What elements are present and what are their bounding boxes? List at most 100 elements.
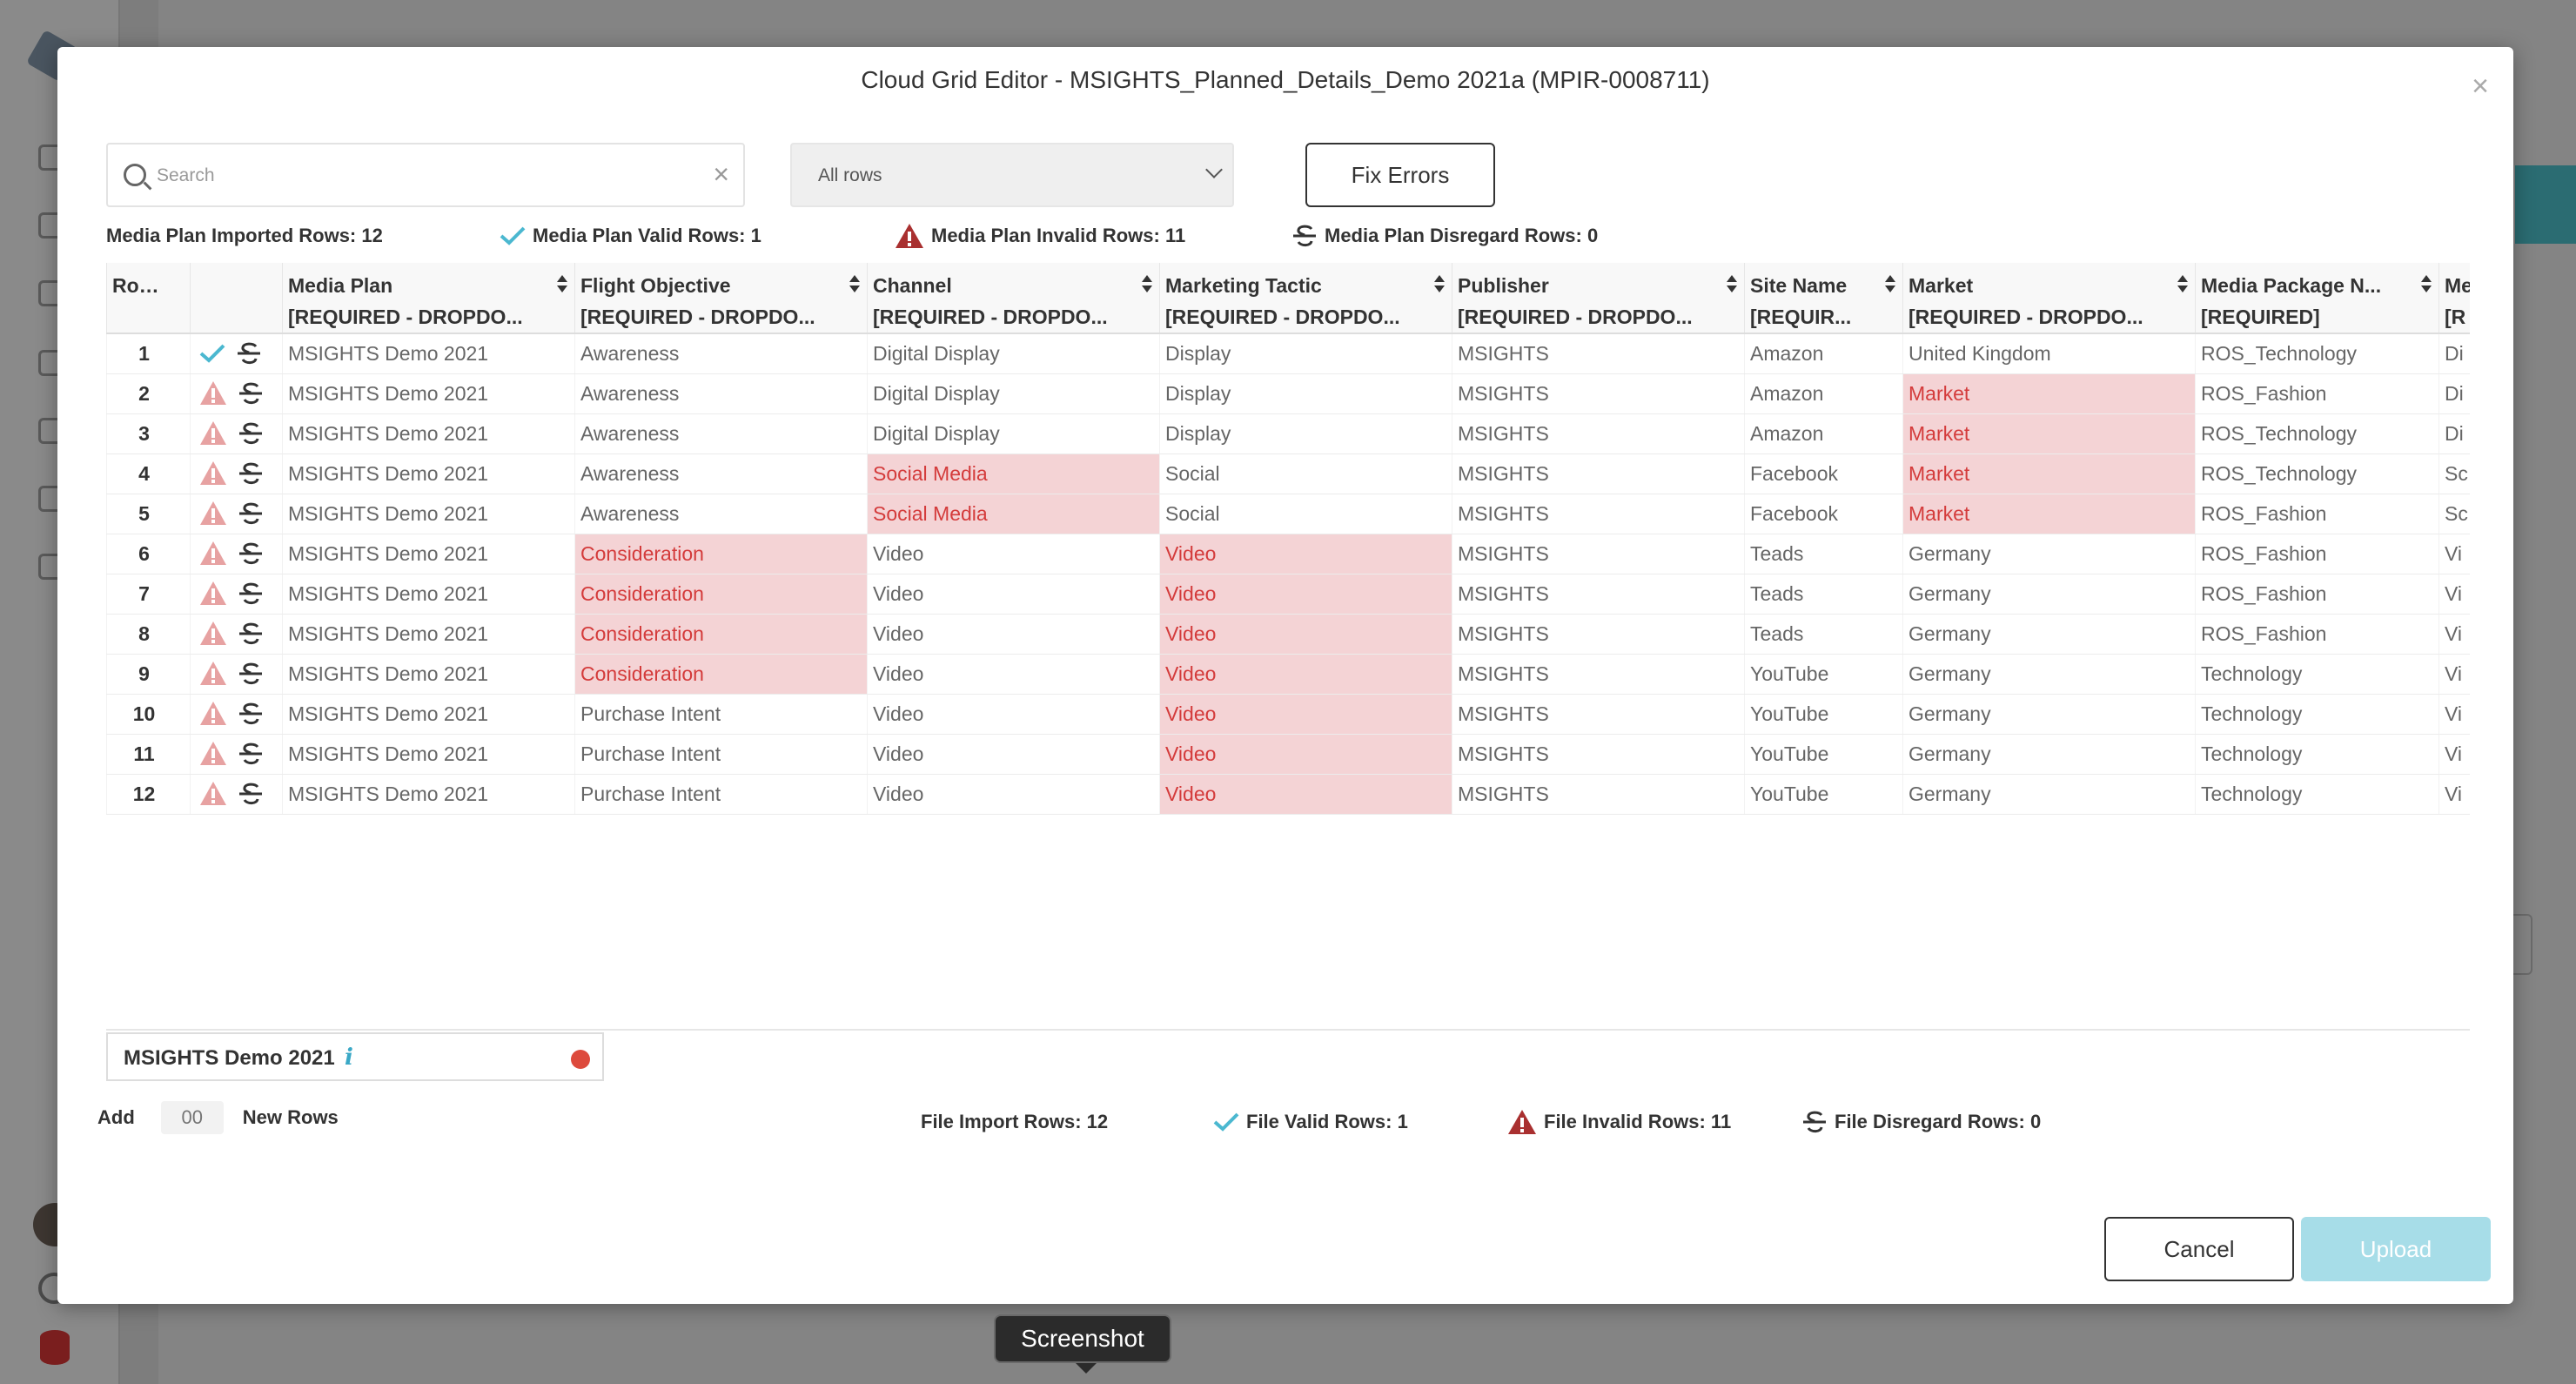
table-cell[interactable]: ROS_Technology [2195, 333, 2439, 374]
table-cell[interactable]: Amazon [1744, 413, 1903, 454]
table-row[interactable]: 7 MSIGHTS Demo 2021 Consideration Video Vide… [106, 574, 2470, 615]
table-row[interactable]: 6 MSIGHTS Demo 2021 Consideration Video Vide… [106, 534, 2470, 574]
table-cell[interactable]: YouTube [1744, 694, 1903, 735]
table-cell[interactable]: ROS_Fashion [2195, 574, 2439, 615]
table-cell[interactable]: United Kingdom [1902, 333, 2196, 374]
table-cell[interactable]: Germany [1902, 734, 2196, 775]
table-cell[interactable]: MSIGHTS Demo 2021 [282, 694, 575, 735]
table-cell[interactable]: Technology [2195, 694, 2439, 735]
sort-icon[interactable] [1142, 275, 1152, 294]
table-cell[interactable]: Video [867, 694, 1160, 735]
table-cell[interactable]: ROS_Technology [2195, 453, 2439, 494]
strikethrough-icon[interactable] [238, 541, 264, 567]
table-cell[interactable]: Video [867, 734, 1160, 775]
table-cell[interactable]: Teads [1744, 614, 1903, 655]
table-cell[interactable]: Germany [1902, 534, 2196, 574]
table-cell[interactable]: MSIGHTS [1452, 574, 1745, 615]
info-icon[interactable]: i [345, 1045, 353, 1071]
sort-icon[interactable] [1885, 275, 1895, 294]
table-cell-error[interactable]: Consideration [574, 614, 868, 655]
table-cell[interactable]: Vi [2438, 574, 2470, 615]
table-cell[interactable]: MSIGHTS Demo 2021 [282, 574, 575, 615]
table-cell[interactable]: MSIGHTS Demo 2021 [282, 734, 575, 775]
table-cell[interactable]: ROS_Fashion [2195, 614, 2439, 655]
table-cell[interactable]: ROS_Fashion [2195, 534, 2439, 574]
table-cell[interactable]: Sc [2438, 453, 2470, 494]
table-cell[interactable]: Purchase Intent [574, 774, 868, 815]
table-cell-error[interactable]: Video [1159, 654, 1452, 695]
table-cell[interactable]: Teads [1744, 534, 1903, 574]
table-cell[interactable]: MSIGHTS Demo 2021 [282, 534, 575, 574]
table-cell[interactable]: MSIGHTS Demo 2021 [282, 333, 575, 374]
table-cell[interactable]: Amazon [1744, 333, 1903, 374]
table-cell[interactable]: ROS_Fashion [2195, 373, 2439, 414]
strikethrough-icon[interactable] [238, 380, 264, 406]
table-cell[interactable]: Technology [2195, 654, 2439, 695]
table-cell[interactable]: Di [2438, 373, 2470, 414]
column-header[interactable]: Publisher [REQUIRED - DROPDO... [1452, 263, 1745, 334]
table-cell[interactable]: Di [2438, 413, 2470, 454]
column-header[interactable] [190, 263, 283, 334]
table-cell[interactable]: MSIGHTS [1452, 413, 1745, 454]
table-row[interactable]: 11 MSIGHTS Demo 2021 Purchase Intent Video V… [106, 734, 2470, 775]
column-header[interactable]: Channel [REQUIRED - DROPDO... [867, 263, 1160, 334]
strikethrough-icon[interactable] [238, 501, 264, 527]
table-cell-error[interactable]: Video [1159, 774, 1452, 815]
table-row[interactable]: 12 MSIGHTS Demo 2021 Purchase Intent Video V… [106, 774, 2470, 815]
table-cell[interactable]: Purchase Intent [574, 734, 868, 775]
table-cell[interactable]: Facebook [1744, 494, 1903, 534]
table-cell[interactable]: Awareness [574, 413, 868, 454]
table-cell[interactable]: Display [1159, 413, 1452, 454]
table-cell-error[interactable]: Social Media [867, 453, 1160, 494]
table-cell-error[interactable]: Consideration [574, 574, 868, 615]
table-cell[interactable]: MSIGHTS [1452, 333, 1745, 374]
table-cell[interactable]: Video [867, 614, 1160, 655]
table-cell[interactable]: Vi [2438, 774, 2470, 815]
table-cell[interactable]: Sc [2438, 494, 2470, 534]
table-cell[interactable]: ROS_Fashion [2195, 494, 2439, 534]
table-cell[interactable]: Social [1159, 494, 1452, 534]
table-cell[interactable]: MSIGHTS [1452, 373, 1745, 414]
sort-icon[interactable] [2177, 275, 2188, 294]
table-cell[interactable]: MSIGHTS [1452, 654, 1745, 695]
sort-icon[interactable] [2421, 275, 2432, 294]
sort-icon[interactable] [1434, 275, 1445, 294]
table-row[interactable]: 8 MSIGHTS Demo 2021 Consideration Video Vide… [106, 614, 2470, 655]
table-cell[interactable]: Digital Display [867, 413, 1160, 454]
table-cell[interactable]: MSIGHTS Demo 2021 [282, 654, 575, 695]
column-header[interactable]: Row # [106, 263, 191, 334]
table-cell-error[interactable]: Video [1159, 534, 1452, 574]
table-cell[interactable]: MSIGHTS [1452, 614, 1745, 655]
table-cell[interactable]: Video [867, 534, 1160, 574]
strikethrough-icon[interactable] [238, 420, 264, 447]
strikethrough-icon[interactable] [238, 661, 264, 687]
table-cell[interactable]: YouTube [1744, 774, 1903, 815]
table-cell[interactable]: Di [2438, 333, 2470, 374]
table-cell[interactable]: Germany [1902, 774, 2196, 815]
table-cell[interactable]: MSIGHTS Demo 2021 [282, 494, 575, 534]
table-cell[interactable]: Vi [2438, 734, 2470, 775]
table-cell[interactable]: Digital Display [867, 333, 1160, 374]
column-header[interactable]: Site Name [REQUIR... [1744, 263, 1903, 334]
sort-icon[interactable] [849, 275, 860, 294]
table-cell[interactable]: Awareness [574, 333, 868, 374]
table-cell-error[interactable]: Video [1159, 614, 1452, 655]
table-cell[interactable]: MSIGHTS Demo 2021 [282, 453, 575, 494]
strikethrough-icon[interactable] [238, 460, 264, 487]
table-cell[interactable]: Social [1159, 453, 1452, 494]
table-cell[interactable]: Digital Display [867, 373, 1160, 414]
sort-icon[interactable] [557, 275, 567, 294]
column-header[interactable]: Media Plan [REQUIRED - DROPDO... [282, 263, 575, 334]
table-cell[interactable]: MSIGHTS [1452, 494, 1745, 534]
table-cell[interactable]: MSIGHTS [1452, 453, 1745, 494]
strikethrough-icon[interactable] [238, 781, 264, 807]
table-cell[interactable]: MSIGHTS [1452, 694, 1745, 735]
cancel-button[interactable]: Cancel [2104, 1217, 2294, 1281]
table-cell[interactable]: Purchase Intent [574, 694, 868, 735]
table-cell[interactable]: Teads [1744, 574, 1903, 615]
table-row[interactable]: 9 MSIGHTS Demo 2021 Consideration Video Vide… [106, 654, 2470, 695]
table-cell[interactable]: Display [1159, 333, 1452, 374]
table-row[interactable]: 2 MSIGHTS Demo 2021 Awareness Digital Displ… [106, 373, 2470, 414]
table-cell[interactable]: Awareness [574, 494, 868, 534]
table-cell-error[interactable]: Video [1159, 734, 1452, 775]
